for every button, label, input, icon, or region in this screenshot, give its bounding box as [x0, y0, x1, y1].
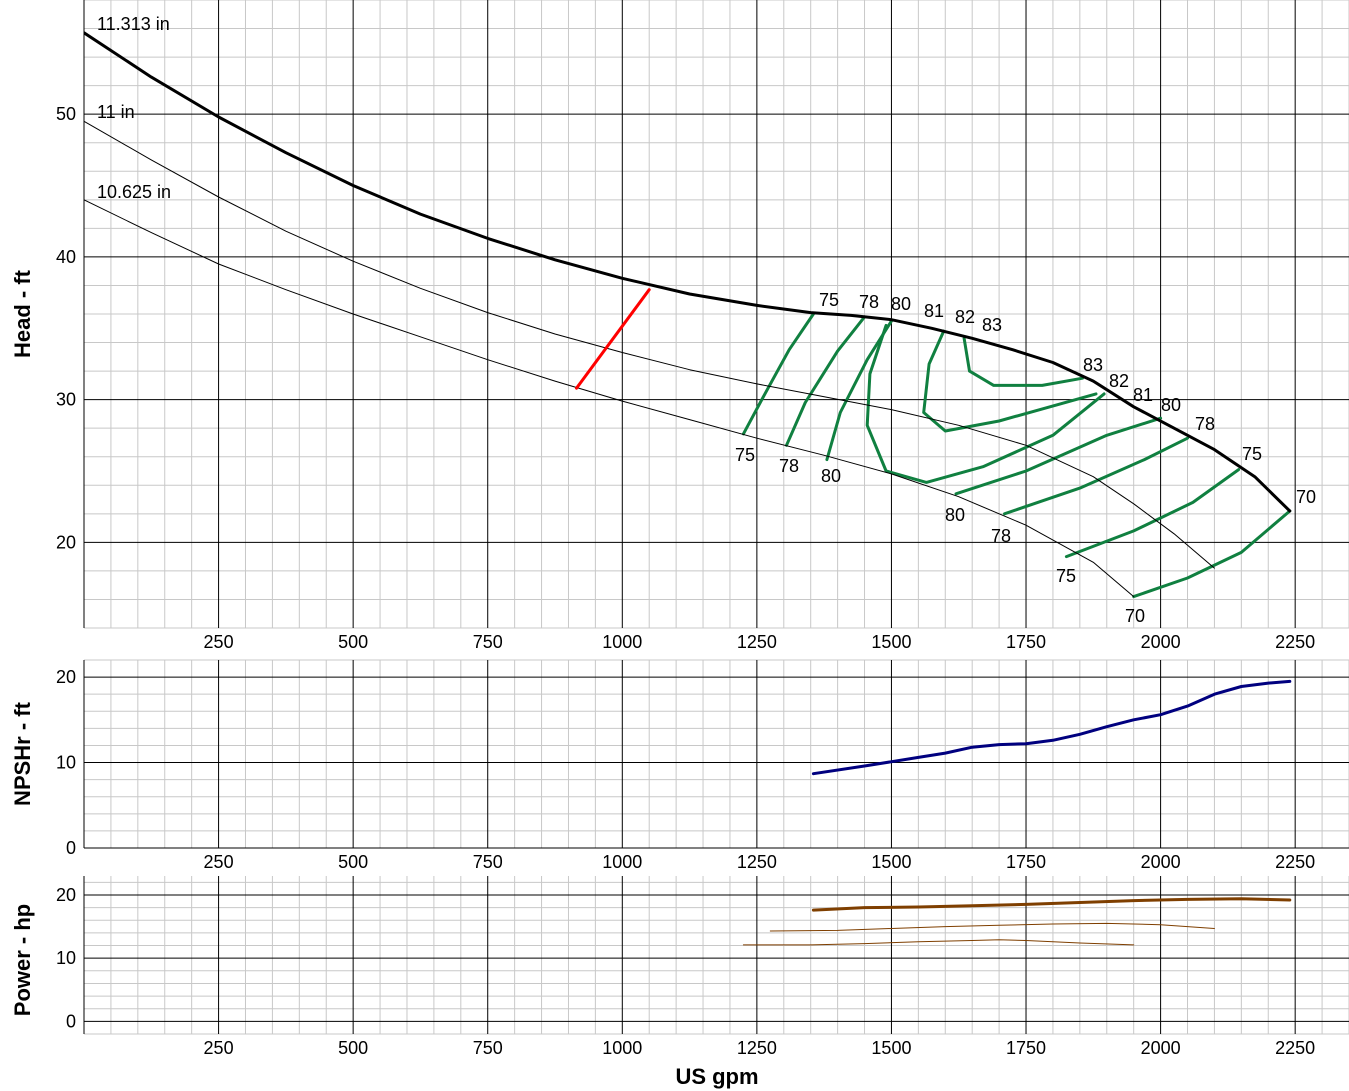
efficiency-curve-82 [922, 329, 1098, 433]
series-group [84, 31, 1292, 599]
x-tick-label: 2250 [1275, 852, 1315, 872]
efficiency-label: 78 [991, 526, 1011, 546]
efficiency-curve-78 [1003, 436, 1189, 516]
efficiency-label: 75 [819, 290, 839, 310]
x-axis-title: US gpm [675, 1064, 758, 1089]
x-tick-label: 1250 [737, 632, 777, 652]
efficiency-label: 78 [779, 456, 799, 476]
efficiency-label: 75 [1242, 444, 1262, 464]
efficiency-label: 82 [955, 307, 975, 327]
efficiency-label: 70 [1296, 487, 1316, 507]
efficiency-label: 81 [1133, 385, 1153, 405]
efficiency-curve-70 [1132, 509, 1292, 599]
series-group [811, 679, 1292, 776]
efficiency-label: 80 [891, 294, 911, 314]
x-tick-label: 1500 [871, 852, 911, 872]
x-tick-label: 250 [204, 1038, 234, 1058]
x-tick-label: 1750 [1006, 852, 1046, 872]
y-axis-title: Head - ft [10, 269, 35, 358]
efficiency-label: 70 [1125, 606, 1145, 626]
x-tick-label: 500 [338, 632, 368, 652]
y-tick-label: 50 [56, 104, 76, 124]
plot-area [84, 660, 1349, 848]
y-tick-label: 20 [56, 667, 76, 687]
series-line-1 [769, 922, 1215, 932]
series-line-0 [811, 897, 1292, 912]
y-tick-label: 0 [66, 838, 76, 858]
curve-label: 10.625 in [97, 182, 171, 202]
series-line-2 [84, 199, 1135, 598]
x-tick-label: 750 [473, 852, 503, 872]
y-tick-label: 10 [56, 753, 76, 773]
efficiency-label: 75 [735, 445, 755, 465]
efficiency-label: 80 [821, 466, 841, 486]
efficiency-label: 83 [982, 315, 1002, 335]
x-tick-label: 1000 [602, 1038, 642, 1058]
plot-area [84, 876, 1349, 1034]
x-tick-label: 1000 [602, 852, 642, 872]
y-axis-title: Power - hp [10, 904, 35, 1016]
series-line-0 [811, 679, 1292, 776]
y-axis-title: NPSHr - ft [10, 701, 35, 806]
x-tick-label: 250 [204, 632, 234, 652]
y-tick-label: 20 [56, 532, 76, 552]
efficiency-curve-78 [785, 315, 866, 447]
series-group [742, 897, 1292, 946]
series-line-1 [84, 120, 1215, 569]
x-tick-label: 500 [338, 852, 368, 872]
x-tick-label: 2000 [1141, 632, 1181, 652]
efficiency-curve-75 [741, 312, 815, 436]
efficiency-label: 83 [1083, 355, 1103, 375]
efficiency-label: 80 [1161, 395, 1181, 415]
y-tick-label: 40 [56, 247, 76, 267]
x-tick-label: 1250 [737, 852, 777, 872]
y-tick-label: 0 [66, 1011, 76, 1031]
x-tick-label: 2250 [1275, 1038, 1315, 1058]
efficiency-curve-75 [1064, 468, 1241, 559]
efficiency-label: 80 [945, 505, 965, 525]
y-tick-label: 10 [56, 948, 76, 968]
head-panel: 250 500 750 1000 1250 1500 1750 2000 2250 20 30 40 5… [10, 0, 1349, 652]
x-tick-label: 750 [473, 632, 503, 652]
x-tick-label: 1250 [737, 1038, 777, 1058]
x-tick-label: 2000 [1141, 852, 1181, 872]
power-panel: 250 500 750 1000 1250 1500 1750 2000 2250 0 10 20 Po… [10, 876, 1349, 1058]
efficiency-curve-81 [865, 323, 1106, 484]
curve-label: 11 in [97, 102, 135, 122]
efficiency-label: 78 [859, 292, 879, 312]
x-tick-label: 1500 [871, 1038, 911, 1058]
x-tick-label: 1000 [602, 632, 642, 652]
x-tick-label: 250 [204, 852, 234, 872]
x-tick-label: 2000 [1141, 1038, 1181, 1058]
x-tick-label: 500 [338, 1038, 368, 1058]
curve-label: 11.313 in [97, 14, 170, 34]
y-tick-label: 30 [56, 390, 76, 410]
x-tick-label: 1500 [871, 632, 911, 652]
x-tick-label: 1750 [1006, 632, 1046, 652]
efficiency-curve-83 [962, 336, 1084, 387]
x-tick-label: 750 [473, 1038, 503, 1058]
x-tick-label: 1750 [1006, 1038, 1046, 1058]
efficiency-label: 75 [1056, 566, 1076, 586]
efficiency-curve-80 [954, 416, 1163, 496]
efficiency-label: 82 [1109, 371, 1129, 391]
series-line-0 [84, 31, 1292, 513]
efficiency-curve-80 [825, 319, 893, 462]
series-line-2 [742, 939, 1135, 946]
npshr-panel: 250 500 750 1000 1250 1500 1750 2000 2250 0 10 20 NP… [10, 659, 1349, 872]
efficiency-label: 81 [924, 301, 944, 321]
efficiency-label: 78 [1195, 414, 1215, 434]
y-tick-label: 20 [56, 885, 76, 905]
series-line-3 [575, 288, 651, 390]
x-tick-label: 2250 [1275, 632, 1315, 652]
